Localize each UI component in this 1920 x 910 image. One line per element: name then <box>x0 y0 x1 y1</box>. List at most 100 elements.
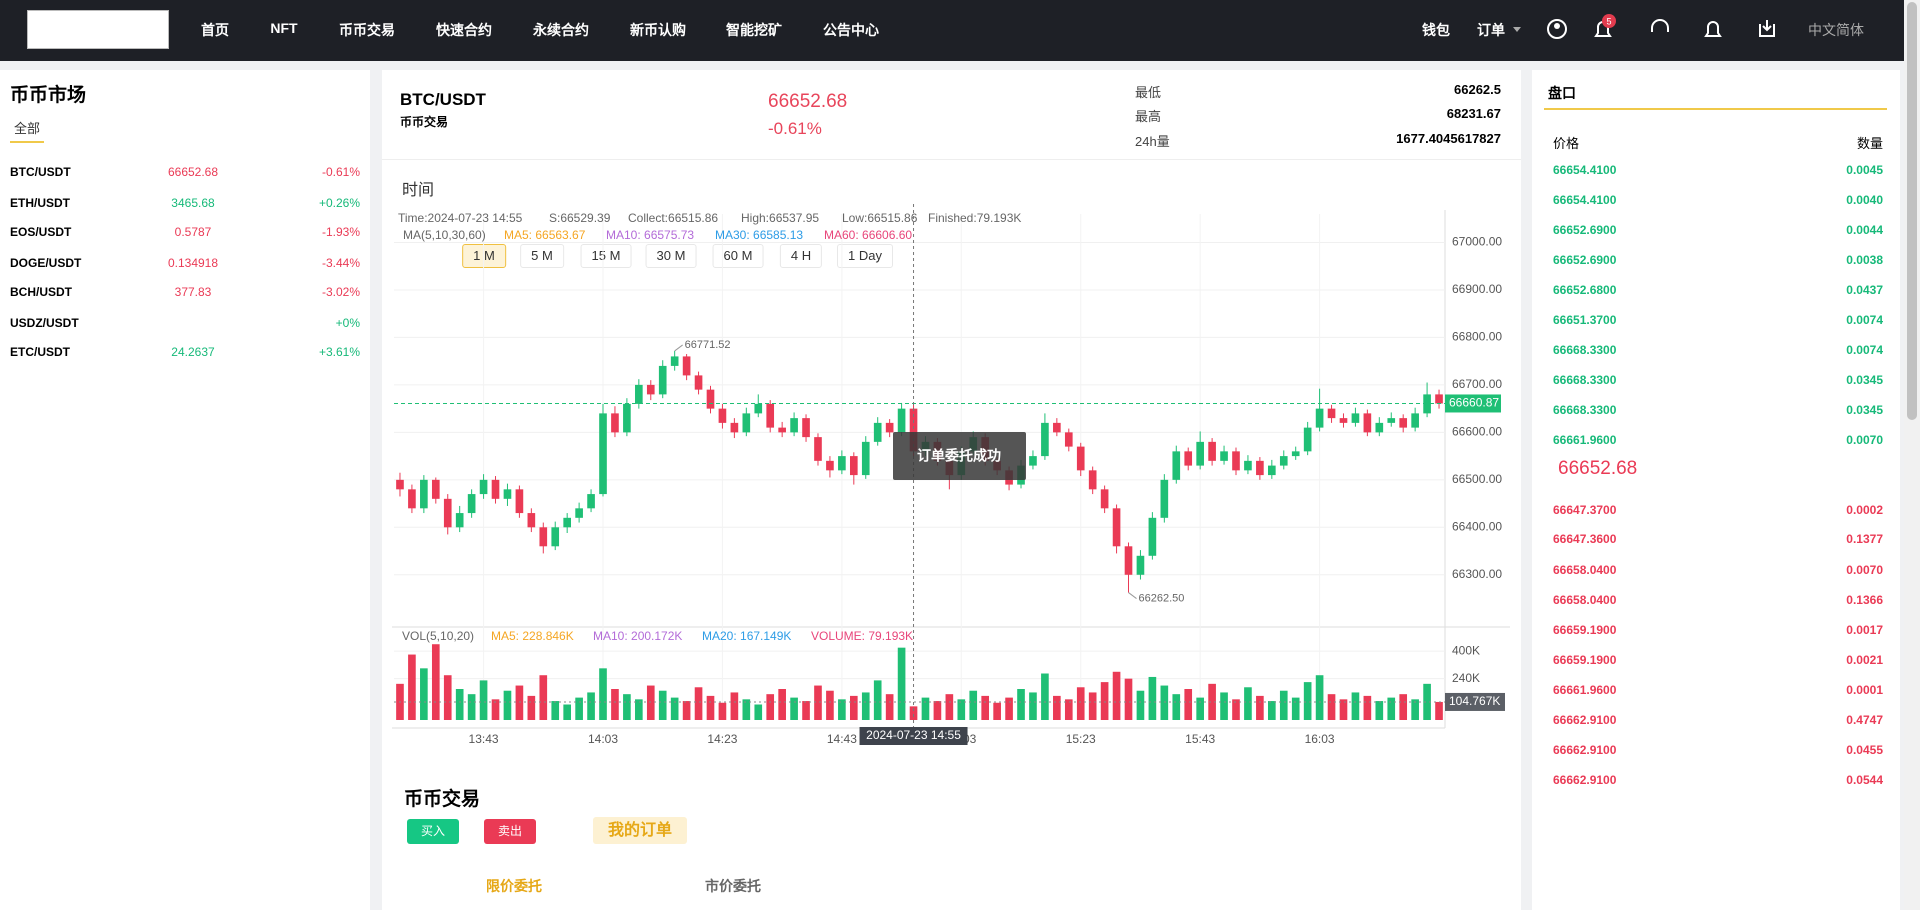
pair-name[interactable]: ETH/USDT <box>10 196 70 210</box>
market-tab[interactable]: 全部 <box>10 118 45 143</box>
book-price: 66652.6900 <box>1553 253 1617 267</box>
volume-bar <box>1375 701 1384 720</box>
pair-name[interactable]: EOS/USDT <box>10 225 72 239</box>
candle-body <box>635 384 643 404</box>
my-orders-button[interactable]: 我的订单 <box>593 817 687 844</box>
nav-item[interactable]: 新币认购 <box>630 22 686 38</box>
candle-body <box>1387 418 1396 423</box>
book-price: 66661.9600 <box>1553 433 1617 447</box>
candle-body <box>1435 394 1443 404</box>
stat-value: 1677.4045617827 <box>1396 131 1501 146</box>
volume-bar <box>1411 699 1419 720</box>
timeframe-button[interactable]: 15 M <box>580 244 632 268</box>
book-qty: 0.0001 <box>1846 683 1883 697</box>
sell-button[interactable]: 卖出 <box>484 819 536 844</box>
scroll-thumb[interactable] <box>1907 2 1917 420</box>
y-tick-label: 66600.00 <box>1452 425 1502 439</box>
volume-bar <box>1279 690 1288 720</box>
market-order-tab[interactable]: 市价委托 <box>705 878 761 894</box>
candle-body <box>742 413 751 433</box>
volume-bar <box>1256 695 1264 720</box>
volume-bar <box>527 695 536 720</box>
pair-change: -1.93% <box>321 225 360 239</box>
candle-body <box>1029 456 1037 466</box>
orders-link[interactable]: 订单 <box>1477 22 1505 38</box>
volume-bar <box>467 694 476 720</box>
timeframe-button[interactable]: 30 M <box>645 244 697 268</box>
pair-name[interactable]: DOGE/USDT <box>10 256 82 270</box>
volume-bar <box>1387 697 1396 720</box>
language[interactable]: 中文简体 <box>1808 22 1864 38</box>
market-title: 币币市场 <box>10 85 87 106</box>
book-price: 66658.0400 <box>1553 563 1617 577</box>
support-icon[interactable] <box>1651 19 1669 32</box>
candle-body <box>826 460 834 471</box>
volume-bar <box>479 680 488 720</box>
book-qty: 0.0040 <box>1846 193 1883 207</box>
wallet-link[interactable]: 钱包 <box>1422 22 1450 38</box>
pair-name[interactable]: BTC/USDT <box>10 165 71 179</box>
book-qty: 0.0455 <box>1846 743 1883 757</box>
download-icon[interactable] <box>1759 20 1775 37</box>
x-tick-label: 14:43 <box>827 732 857 746</box>
nav-item[interactable]: NFT <box>270 20 298 36</box>
book-last-price: 66652.68 <box>1558 458 1638 479</box>
candle-body <box>778 427 786 433</box>
candle-body <box>718 408 727 423</box>
candle-body <box>420 479 428 509</box>
volume-bar <box>1064 699 1073 720</box>
pair-price: 0.134918 <box>167 256 219 270</box>
nav-item[interactable]: 币币交易 <box>339 22 395 38</box>
candle-body <box>551 527 560 547</box>
candle-body <box>1232 451 1240 471</box>
stat-label: 24h量 <box>1135 134 1170 149</box>
limit-tab[interactable]: 限价委托 <box>486 878 542 894</box>
volume-bar <box>1339 699 1348 720</box>
pair-name[interactable]: ETC/USDT <box>10 345 70 359</box>
pair-name[interactable]: BCH/USDT <box>10 285 72 299</box>
volume-bar <box>1351 692 1360 720</box>
candle-body <box>396 479 404 490</box>
volume-bar <box>1124 678 1133 720</box>
book-qty: 0.0544 <box>1846 773 1883 787</box>
ohlc-info: High:66537.95 <box>741 211 819 225</box>
candle-body <box>1375 422 1384 433</box>
vol-tick-label: 400K <box>1452 643 1480 657</box>
book-qty: 0.1377 <box>1846 532 1883 546</box>
buy-button[interactable]: 买入 <box>407 819 459 844</box>
pair-name[interactable]: USDZ/USDT <box>10 316 79 330</box>
nav-item[interactable]: 智能挖矿 <box>726 22 782 38</box>
y-tick-label: 66300.00 <box>1452 567 1502 581</box>
scrollbar[interactable] <box>1904 0 1920 910</box>
bell-icon[interactable] <box>1704 21 1722 37</box>
volume-bar <box>431 644 440 720</box>
candle-body <box>1184 451 1193 466</box>
stat-label: 最高 <box>1135 109 1162 124</box>
candle-body <box>1148 517 1157 556</box>
volume-bar <box>1076 687 1085 720</box>
ohlc-info: Collect:66515.86 <box>628 211 718 225</box>
volume-bar <box>1017 689 1025 720</box>
nav-item[interactable]: 公告中心 <box>823 22 879 38</box>
timeframe-button[interactable]: 1 Day <box>837 244 893 268</box>
trade-title: 币币交易 <box>404 789 481 810</box>
volume-bar <box>933 701 942 720</box>
nav-item[interactable]: 快速合约 <box>436 22 492 38</box>
candle-body <box>479 479 488 495</box>
timeframe-button[interactable]: 60 M <box>712 244 764 268</box>
candle-body <box>539 527 548 547</box>
pair-change: -0.61% <box>321 165 360 179</box>
top-nav: 钱包 订单 5 中文简体 首页 NFT 币币交易 快速合约 永续合约 新币认购 智能挖矿 公告… <box>0 0 1920 61</box>
nav-item[interactable]: 永续合约 <box>533 22 589 38</box>
user-icon[interactable] <box>1547 19 1567 39</box>
nav-item[interactable]: 首页 <box>201 22 229 38</box>
candle-body <box>1088 470 1097 490</box>
volume-bar <box>539 675 548 720</box>
timeframe-button[interactable]: 4 H <box>779 244 823 268</box>
timeframe-button[interactable]: 5 M <box>520 244 564 268</box>
badge-count: 5 <box>1606 16 1611 26</box>
pair-change: -3.02% <box>321 285 360 299</box>
vol-legend: MA20: 167.149K <box>702 629 791 643</box>
x-tick-label: 14:03 <box>588 732 618 746</box>
logo[interactable] <box>27 10 169 49</box>
